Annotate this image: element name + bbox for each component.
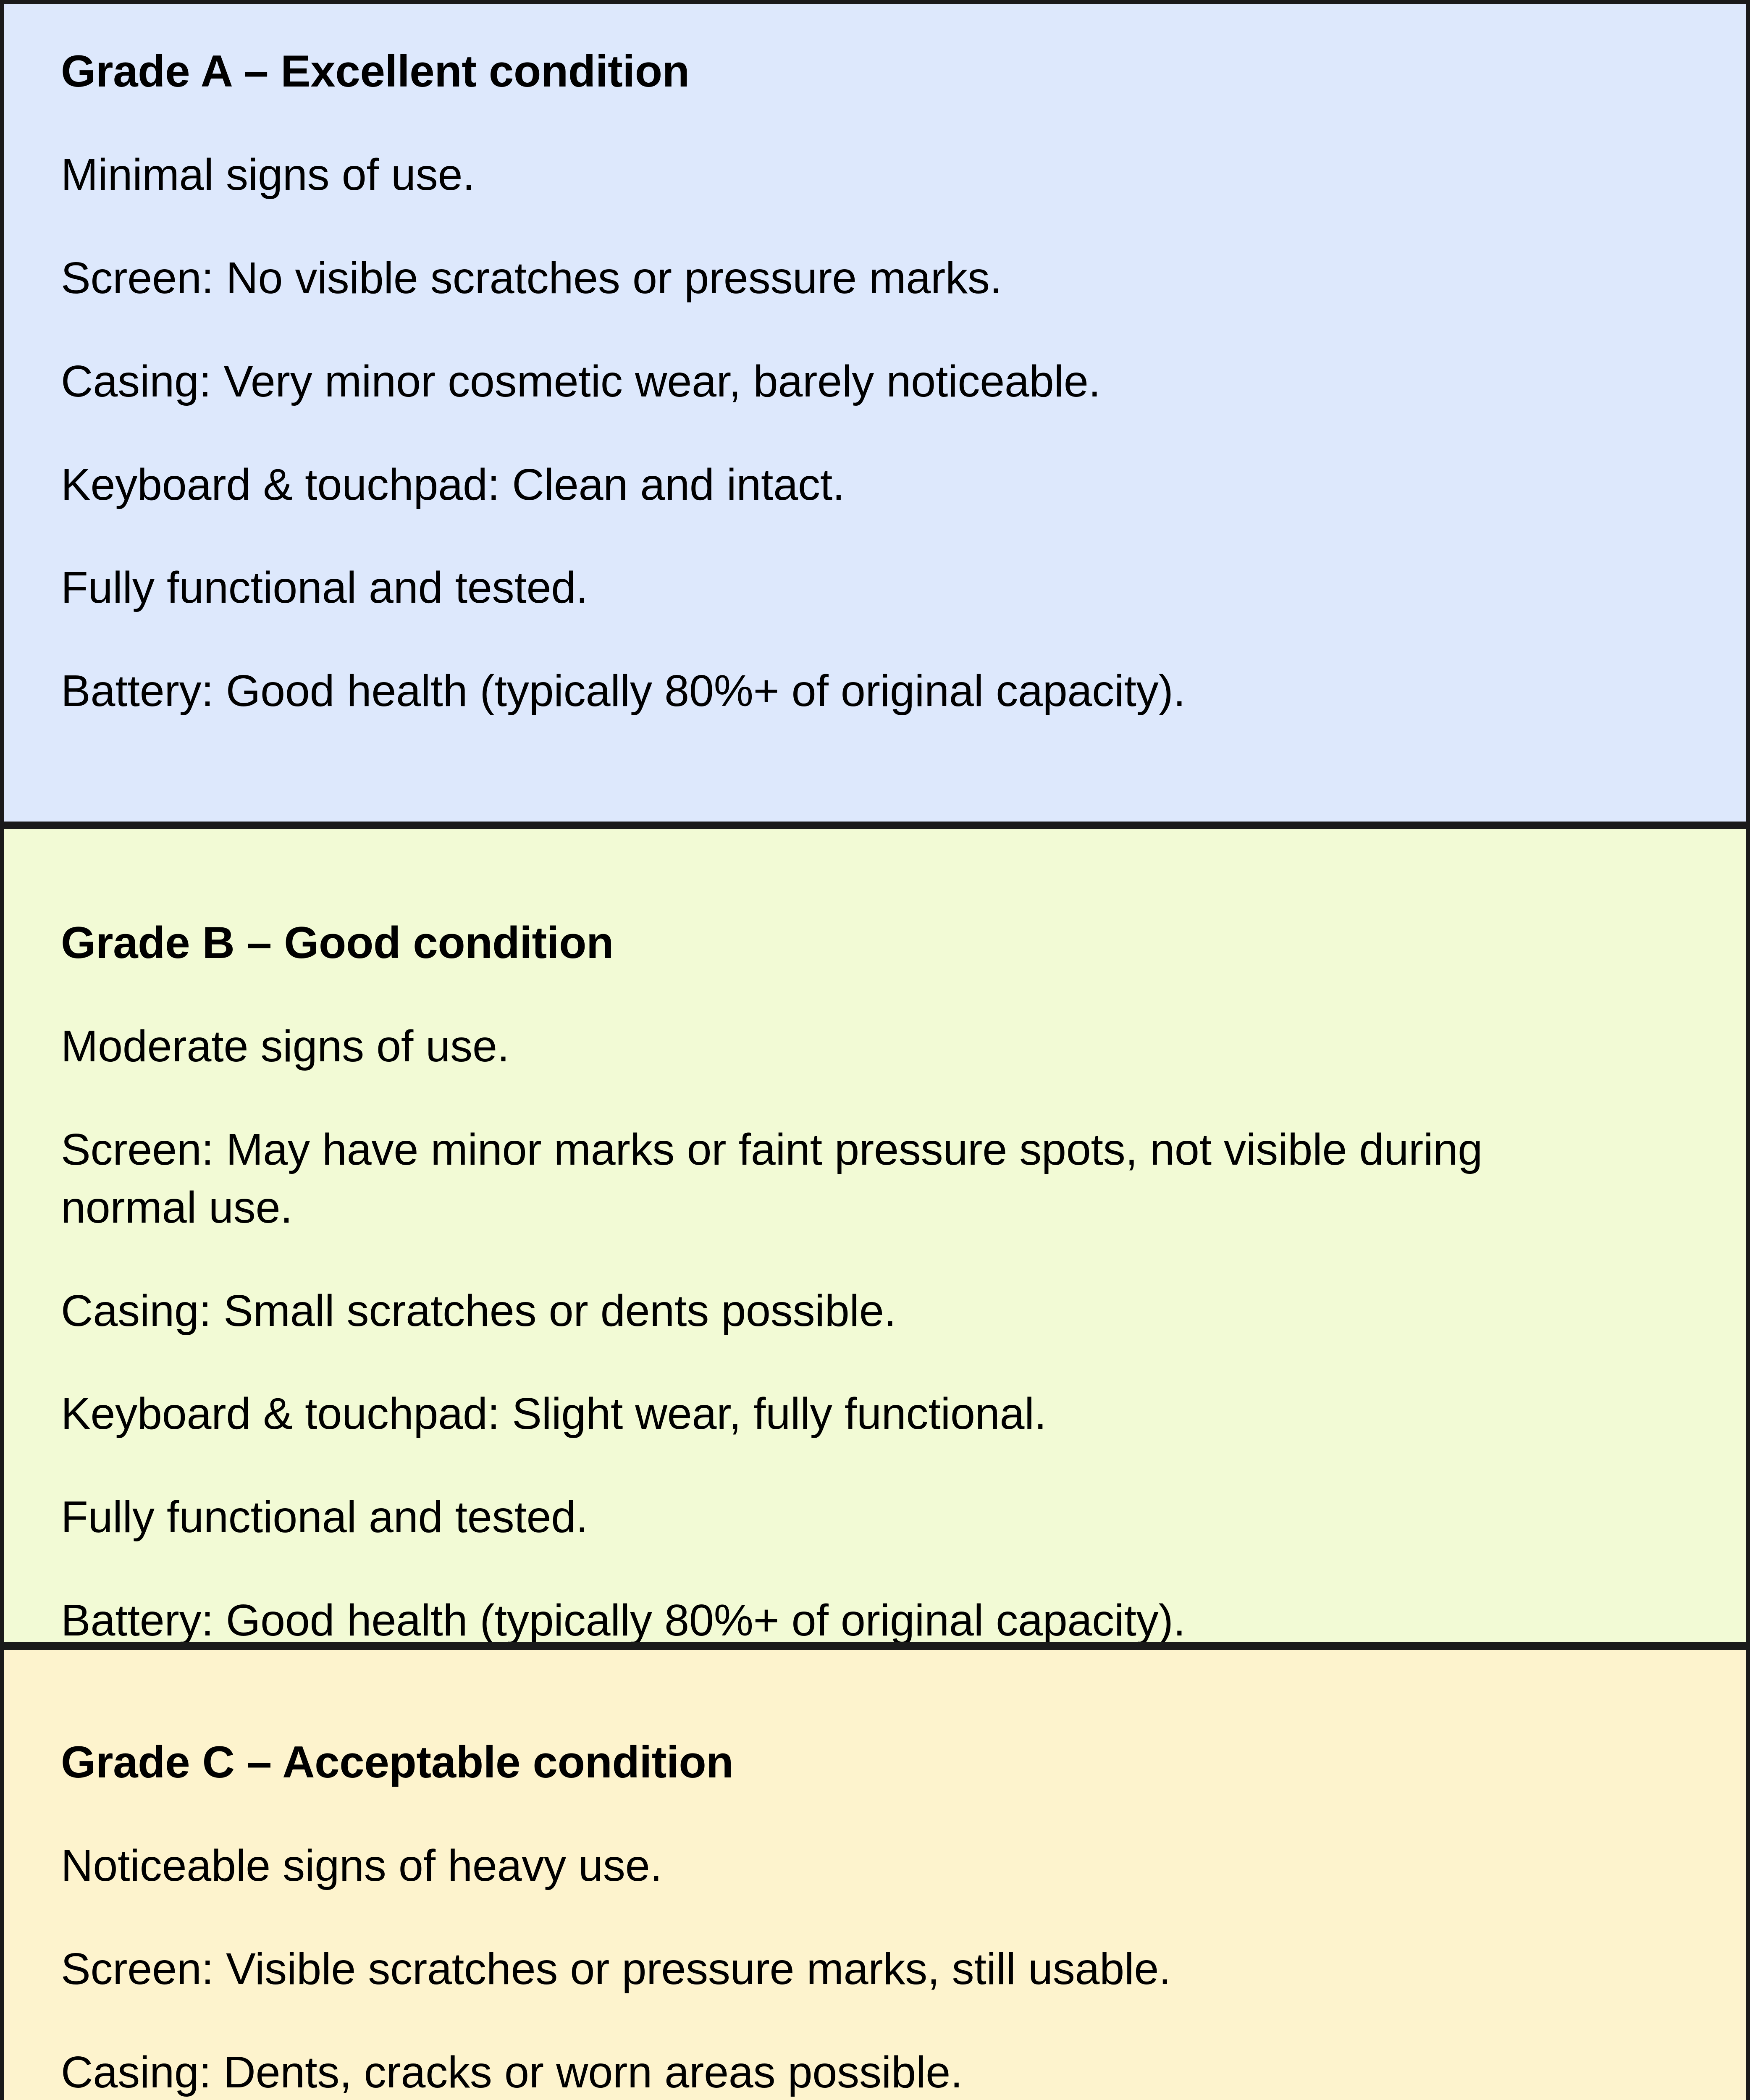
grade-a-section: Grade A – Excellent condition Minimal si… <box>4 4 1746 822</box>
grade-c-line-2: Screen: Visible scratches or pressure ma… <box>61 1944 1171 1994</box>
grade-b-line-4: Keyboard & touchpad: Slight wear, fully … <box>61 1389 1047 1439</box>
grade-b-line-3: Casing: Small scratches or dents possibl… <box>61 1286 896 1336</box>
grade-c-line-1: Noticeable signs of heavy use. <box>61 1841 662 1891</box>
grade-c-line-3: Casing: Dents, cracks or worn areas poss… <box>61 2047 963 2097</box>
grade-b-line-1: Moderate signs of use. <box>61 1021 509 1071</box>
grade-b-line-6: Battery: Good health (typically 80%+ of … <box>61 1596 1186 1642</box>
grade-a-line-6: Battery: Good health (typically 80%+ of … <box>61 666 1186 716</box>
grade-a-line-1: Minimal signs of use. <box>61 150 475 200</box>
grade-c-heading: Grade C – Acceptable condition <box>61 1737 734 1787</box>
grade-b-section: Grade B – Good condition Moderate signs … <box>4 822 1746 1642</box>
grade-a-line-5: Fully functional and tested. <box>61 563 588 613</box>
grade-b-line-2: Screen: May have minor marks or faint pr… <box>61 1125 1482 1232</box>
grade-a-line-3: Casing: Very minor cosmetic wear, barely… <box>61 356 1101 406</box>
grade-a-line-2: Screen: No visible scratches or pressure… <box>61 253 1002 303</box>
grade-c-section: Grade C – Acceptable condition Noticeabl… <box>4 1642 1746 2100</box>
grade-b-line-5: Fully functional and tested. <box>61 1492 588 1542</box>
grade-b-heading: Grade B – Good condition <box>61 917 614 968</box>
grade-a-heading: Grade A – Excellent condition <box>61 46 690 96</box>
grade-a-line-4: Keyboard & touchpad: Clean and intact. <box>61 459 845 509</box>
